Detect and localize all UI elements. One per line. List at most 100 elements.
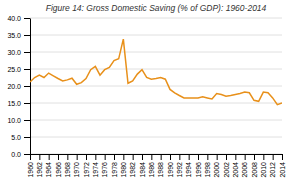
x-tick-mark <box>245 154 246 160</box>
x-tick: 1968 <box>64 154 71 178</box>
x-tick-mark <box>254 154 255 160</box>
x-tick-mark <box>77 154 78 160</box>
grid-line <box>30 69 282 70</box>
x-tick-mark <box>235 154 236 160</box>
x-tick: 1970 <box>73 154 80 178</box>
x-tick: 1992 <box>176 154 183 178</box>
x-tick-label: 1980 <box>120 162 127 178</box>
x-tick-label: 1990 <box>167 162 174 178</box>
x-tick-mark <box>273 154 274 160</box>
x-tick-label: 1982 <box>129 162 136 178</box>
y-tick: 25.0 <box>7 66 30 73</box>
title: Figure 14: Gross Domestic Saving (% of G… <box>46 3 267 13</box>
x-tick-mark <box>207 154 208 160</box>
y-tick: 35.0 <box>7 32 30 39</box>
x-tick-mark <box>151 154 152 160</box>
x-tick-label: 1974 <box>92 162 99 178</box>
grid-line <box>30 52 282 53</box>
x-tick-label: 1962 <box>36 162 43 178</box>
y-tick-mark <box>24 137 30 138</box>
x-tick-mark <box>58 154 59 160</box>
x-tick-mark <box>142 154 143 160</box>
x-tick: 1964 <box>45 154 52 178</box>
x-tick: 1980 <box>120 154 127 178</box>
x-tick: 1988 <box>157 154 164 178</box>
x-tick: 1978 <box>111 154 118 178</box>
y-tick-mark <box>24 154 30 155</box>
grid-line <box>30 86 282 87</box>
x-tick: 2012 <box>269 154 276 178</box>
x-tick: 2004 <box>232 154 239 178</box>
grid-line <box>30 103 282 104</box>
x-tick-label: 2004 <box>232 162 239 178</box>
y-tick-mark <box>24 18 30 19</box>
grid-line <box>30 120 282 121</box>
y-tick: 0.0 <box>11 151 30 158</box>
y-tick-label: 40.0 <box>7 15 21 22</box>
series <box>30 39 282 105</box>
x-tick-mark <box>133 154 134 160</box>
x-tick: 2014 <box>279 154 286 178</box>
y-tick: 20.0 <box>7 83 30 90</box>
grid-line <box>30 18 282 19</box>
x-tick-mark <box>95 154 96 160</box>
y-tick-label: 20.0 <box>7 83 21 90</box>
x-tick-label: 1994 <box>185 162 192 178</box>
y-tick: 30.0 <box>7 49 30 56</box>
x-tick-label: 1976 <box>101 162 108 178</box>
x-tick: 1998 <box>204 154 211 178</box>
x-tick-label: 2000 <box>213 162 220 178</box>
x-tick: 1994 <box>185 154 192 178</box>
y-tick-label: 15.0 <box>7 100 21 107</box>
x-tick-label: 2006 <box>241 162 248 178</box>
x-tick-mark <box>39 154 40 160</box>
x-tick-label: 1986 <box>148 162 155 178</box>
x-tick-mark <box>161 154 162 160</box>
x-tick-mark <box>30 154 31 160</box>
x-tick-label: 1972 <box>83 162 90 178</box>
x-tick: 2000 <box>213 154 220 178</box>
x-tick: 2008 <box>251 154 258 178</box>
x-tick-label: 2012 <box>269 162 276 178</box>
y-tick-label: 35.0 <box>7 32 21 39</box>
y-axis: 0.05.010.015.020.025.030.035.040.0 <box>7 15 30 158</box>
x-tick-mark <box>282 154 283 160</box>
x-tick-mark <box>179 154 180 160</box>
y-tick-label: 30.0 <box>7 49 21 56</box>
x-tick-label: 1966 <box>55 162 62 178</box>
x-tick-label: 1964 <box>45 162 52 178</box>
y-tick-mark <box>24 35 30 36</box>
x-tick: 1960 <box>27 154 34 178</box>
x-tick: 2006 <box>241 154 248 178</box>
x-tick: 1986 <box>148 154 155 178</box>
x-tick-label: 1960 <box>27 162 34 178</box>
x-tick-label: 1988 <box>157 162 164 178</box>
x-tick-mark <box>123 154 124 160</box>
x-tick-label: 1996 <box>195 162 202 178</box>
x-tick: 2010 <box>260 154 267 178</box>
x-tick: 1966 <box>55 154 62 178</box>
x-tick-label: 2008 <box>251 162 258 178</box>
y-tick: 15.0 <box>7 100 30 107</box>
x-tick: 1974 <box>92 154 99 178</box>
y-tick-mark <box>24 86 30 87</box>
y-tick-mark <box>24 120 30 121</box>
x-tick-label: 1968 <box>64 162 71 178</box>
y-tick-label: 0.0 <box>11 151 21 158</box>
x-tick: 1962 <box>36 154 43 178</box>
x-tick: 1996 <box>195 154 202 178</box>
grid <box>30 18 282 154</box>
x-tick-mark <box>263 154 264 160</box>
x-tick-mark <box>67 154 68 160</box>
y-tick-mark <box>24 103 30 104</box>
x-tick-label: 1992 <box>176 162 183 178</box>
y-tick: 40.0 <box>7 15 30 22</box>
x-tick-label: 2002 <box>223 162 230 178</box>
x-tick: 1972 <box>83 154 90 178</box>
y-tick-label: 5.0 <box>11 134 21 141</box>
x-tick-label: 1998 <box>204 162 211 178</box>
x-tick-mark <box>226 154 227 160</box>
x-tick-label: 1978 <box>111 162 118 178</box>
x-axis: 1960196219641966196819701972197419761978… <box>27 154 286 178</box>
x-tick-mark <box>49 154 50 160</box>
